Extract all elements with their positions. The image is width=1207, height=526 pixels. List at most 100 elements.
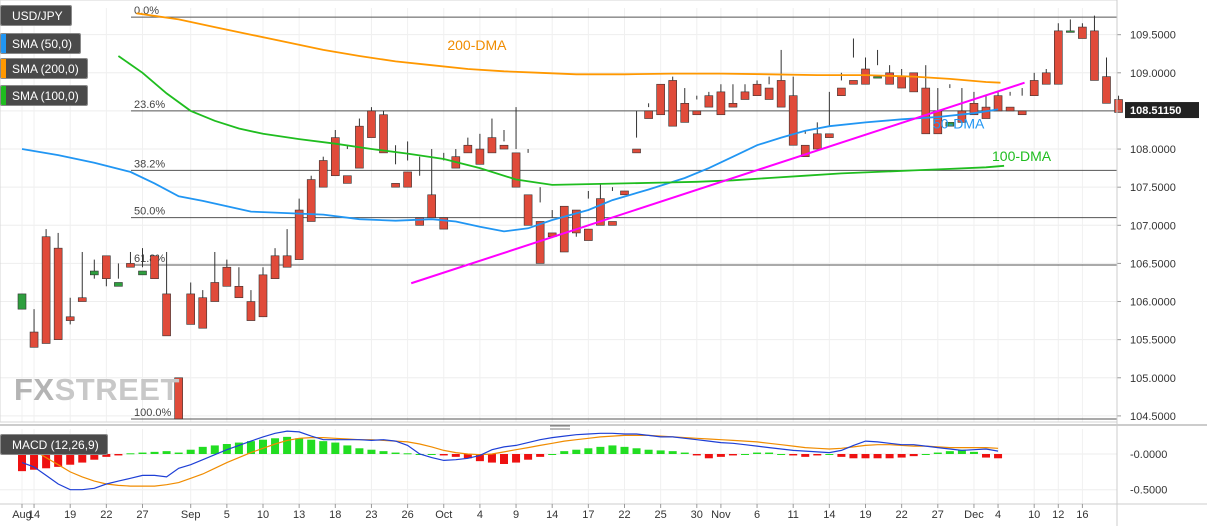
candle-body: [812, 133, 822, 150]
macd-histogram-bar: [30, 454, 39, 470]
candle-body: [258, 274, 268, 318]
candle-body: [909, 72, 919, 93]
macd-histogram-bar: [271, 438, 280, 454]
macd-histogram-bar: [174, 452, 183, 454]
candle-body: [885, 72, 894, 85]
macd-histogram-bar: [801, 454, 810, 457]
time-tick-label: Nov: [711, 509, 731, 521]
macd-histogram-bar: [210, 445, 219, 454]
macd-histogram-bar: [909, 454, 918, 457]
candle-body: [1066, 30, 1075, 33]
macd-line: [21, 430, 999, 491]
macd-histogram-bar: [548, 454, 557, 455]
candle-body: [1029, 80, 1039, 96]
macd-histogram-bar: [957, 449, 966, 454]
macd-histogram-bar: [704, 454, 713, 459]
price-tick-label: 104.5000: [1130, 411, 1176, 423]
macd-histogram-bar: [584, 448, 593, 454]
macd-histogram-bar: [295, 438, 304, 454]
candle-body: [1102, 76, 1111, 104]
candle-body: [379, 114, 388, 154]
legend-item-sma-50[interactable]: SMA (50,0): [0, 33, 82, 54]
fib-level-label: 38.2%: [134, 158, 165, 170]
fxstreet-watermark-logo: FXSTREET: [14, 372, 180, 407]
time-tick-label: 14: [28, 509, 40, 521]
fib-level-label: 61.8%: [134, 253, 165, 265]
macd-histogram-bar: [536, 454, 545, 457]
candle-body: [776, 80, 786, 108]
legend-label: SMA (200,0): [6, 59, 87, 78]
macd-histogram-bar: [668, 451, 677, 454]
candle-body: [1041, 72, 1051, 85]
price-tick-label: 107.5000: [1130, 182, 1176, 194]
candle-body: [306, 179, 316, 222]
macd-histogram-bar: [379, 451, 388, 454]
macd-histogram-bar: [487, 454, 496, 463]
candle-body: [704, 95, 714, 108]
macd-histogram-bar: [114, 454, 123, 456]
macd-histogram-bar: [234, 442, 243, 454]
macd-histogram-bar: [921, 454, 930, 455]
candle-body: [849, 80, 858, 85]
series-line-sma-200: [136, 12, 1001, 84]
time-tick-label: Sep: [181, 509, 201, 521]
time-tick-label: 10: [257, 509, 269, 521]
candle-body: [65, 316, 75, 321]
legend-item-usdjpy[interactable]: USD/JPY: [0, 5, 72, 26]
time-tick-label: 19: [64, 509, 76, 521]
legend-item-macd[interactable]: MACD (12,26,9): [0, 434, 108, 455]
price-tick-label: 105.5000: [1130, 335, 1176, 347]
macd-histogram-bar: [813, 454, 822, 456]
candle-body: [246, 301, 256, 321]
macd-histogram-bar: [391, 452, 400, 454]
candle-body: [1017, 110, 1027, 116]
macd-histogram-bar: [849, 454, 858, 459]
price-tick-label: 107.0000: [1130, 220, 1176, 232]
grid: [0, 0, 1207, 504]
macd-histogram-bar: [512, 454, 521, 463]
macd-histogram-bar: [343, 445, 352, 454]
macd-histogram-bar: [765, 452, 774, 454]
macd-histogram-bar: [439, 454, 448, 456]
candle-body: [788, 95, 798, 146]
time-tick-label: 16: [1076, 509, 1088, 521]
macd-histogram-bar: [367, 449, 376, 454]
candle-body: [825, 133, 834, 138]
candle-body: [523, 194, 533, 226]
time-tick-label: 22: [618, 509, 630, 521]
macd-histogram-bar: [102, 454, 111, 457]
candle-body: [77, 297, 87, 302]
time-tick-label: 19: [859, 509, 871, 521]
candles: [17, 15, 1123, 420]
candle-body: [1005, 106, 1015, 112]
candle-body: [511, 152, 521, 188]
price-axis: 109.5000109.0000108.5000108.0000107.5000…: [1116, 0, 1199, 526]
macd-histogram-bar: [620, 446, 629, 454]
macd-histogram-bar: [644, 449, 653, 454]
candle-body: [897, 76, 906, 89]
legend-item-sma-200[interactable]: SMA (200,0): [0, 58, 88, 79]
candle-body: [584, 228, 593, 241]
candle-body: [186, 293, 195, 325]
time-tick-label: 30: [691, 509, 703, 521]
candle-body: [656, 83, 665, 116]
current-price-marker: [1125, 102, 1199, 119]
moving-averages: [21, 12, 1005, 233]
macd-histogram-bar: [716, 454, 725, 457]
macd-histogram-bar: [969, 451, 978, 454]
macd-histogram-bar: [355, 448, 364, 454]
candle-body: [29, 331, 39, 348]
candle-body: [559, 205, 569, 253]
macd-histogram-bar: [78, 454, 87, 463]
macd-histogram-bar: [777, 454, 786, 455]
time-tick-label: 17: [582, 509, 594, 521]
legend-item-sma-100[interactable]: SMA (100,0): [0, 85, 88, 106]
macd-histogram-bar: [500, 454, 508, 464]
macd-histogram-bar: [150, 451, 159, 454]
time-tick-label: Dec: [964, 509, 984, 521]
time-tick-label: Oct: [435, 509, 452, 521]
fib-level-label: 100.0%: [134, 407, 172, 419]
macd-histogram-bar: [198, 446, 207, 454]
macd-histogram-bar: [608, 445, 617, 454]
